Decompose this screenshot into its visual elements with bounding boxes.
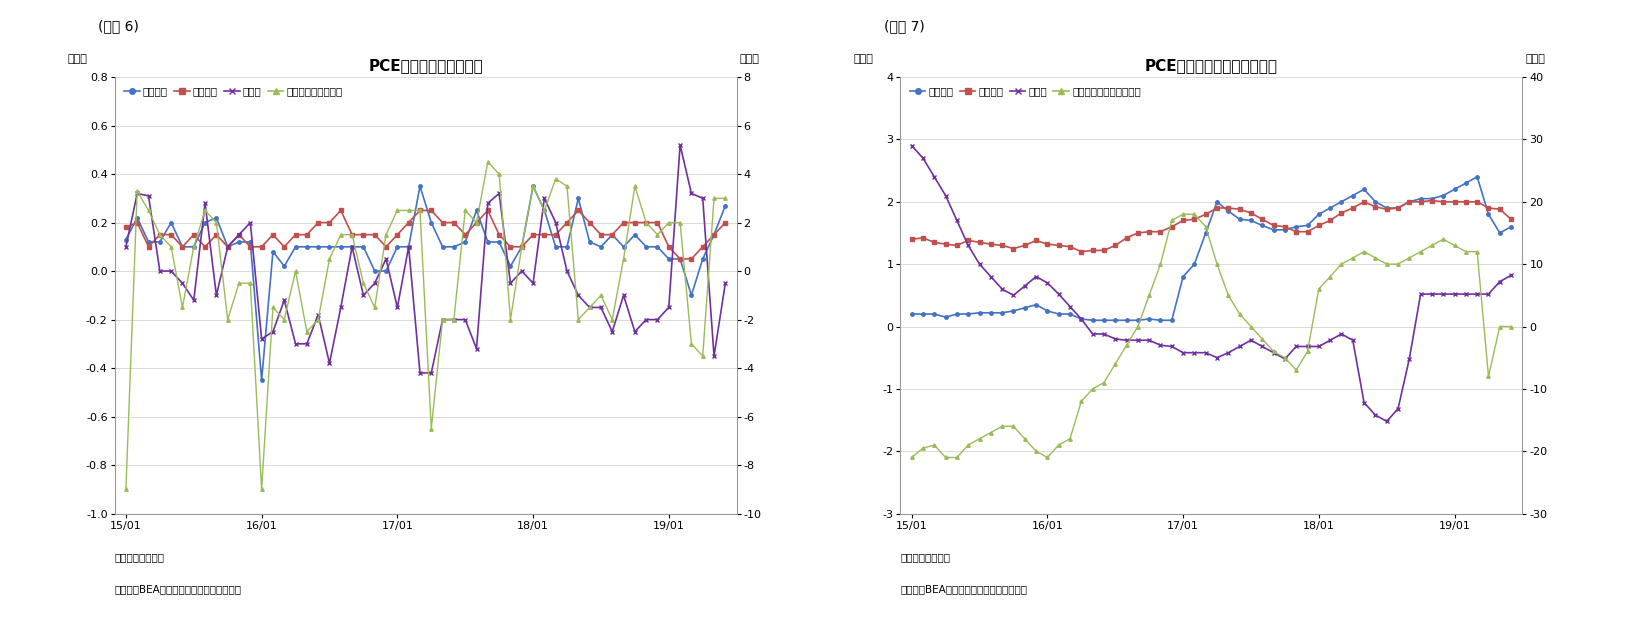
Text: （資料）BEAよりニッセイ基礎研究所作成: （資料）BEAよりニッセイ基礎研究所作成 xyxy=(900,584,1028,594)
Text: （資料）BEAよりニッセイ基礎研究所作成: （資料）BEAよりニッセイ基礎研究所作成 xyxy=(115,584,242,594)
Text: （％）: （％） xyxy=(1526,54,1545,64)
Title: PCE価格指数（前月比）: PCE価格指数（前月比） xyxy=(368,58,483,73)
Text: （％）: （％） xyxy=(69,54,88,64)
Text: （注）季節調整済: （注）季節調整済 xyxy=(115,552,165,562)
Text: （％）: （％） xyxy=(855,54,874,64)
Title: PCE価格指数（前年同月比）: PCE価格指数（前年同月比） xyxy=(1144,58,1278,73)
Legend: 総合指数, コア指数, 食料品, エネルギー（右軸）: 総合指数, コア指数, 食料品, エネルギー（右軸） xyxy=(120,82,347,101)
Legend: 総合指数, コア指数, 食料品, エネルギー関連（右軸）: 総合指数, コア指数, 食料品, エネルギー関連（右軸） xyxy=(905,82,1146,101)
Text: （注）季節調整済: （注）季節調整済 xyxy=(900,552,951,562)
Text: (図表 7): (図表 7) xyxy=(884,19,925,33)
Text: (図表 6): (図表 6) xyxy=(98,19,139,33)
Text: （％）: （％） xyxy=(740,54,760,64)
